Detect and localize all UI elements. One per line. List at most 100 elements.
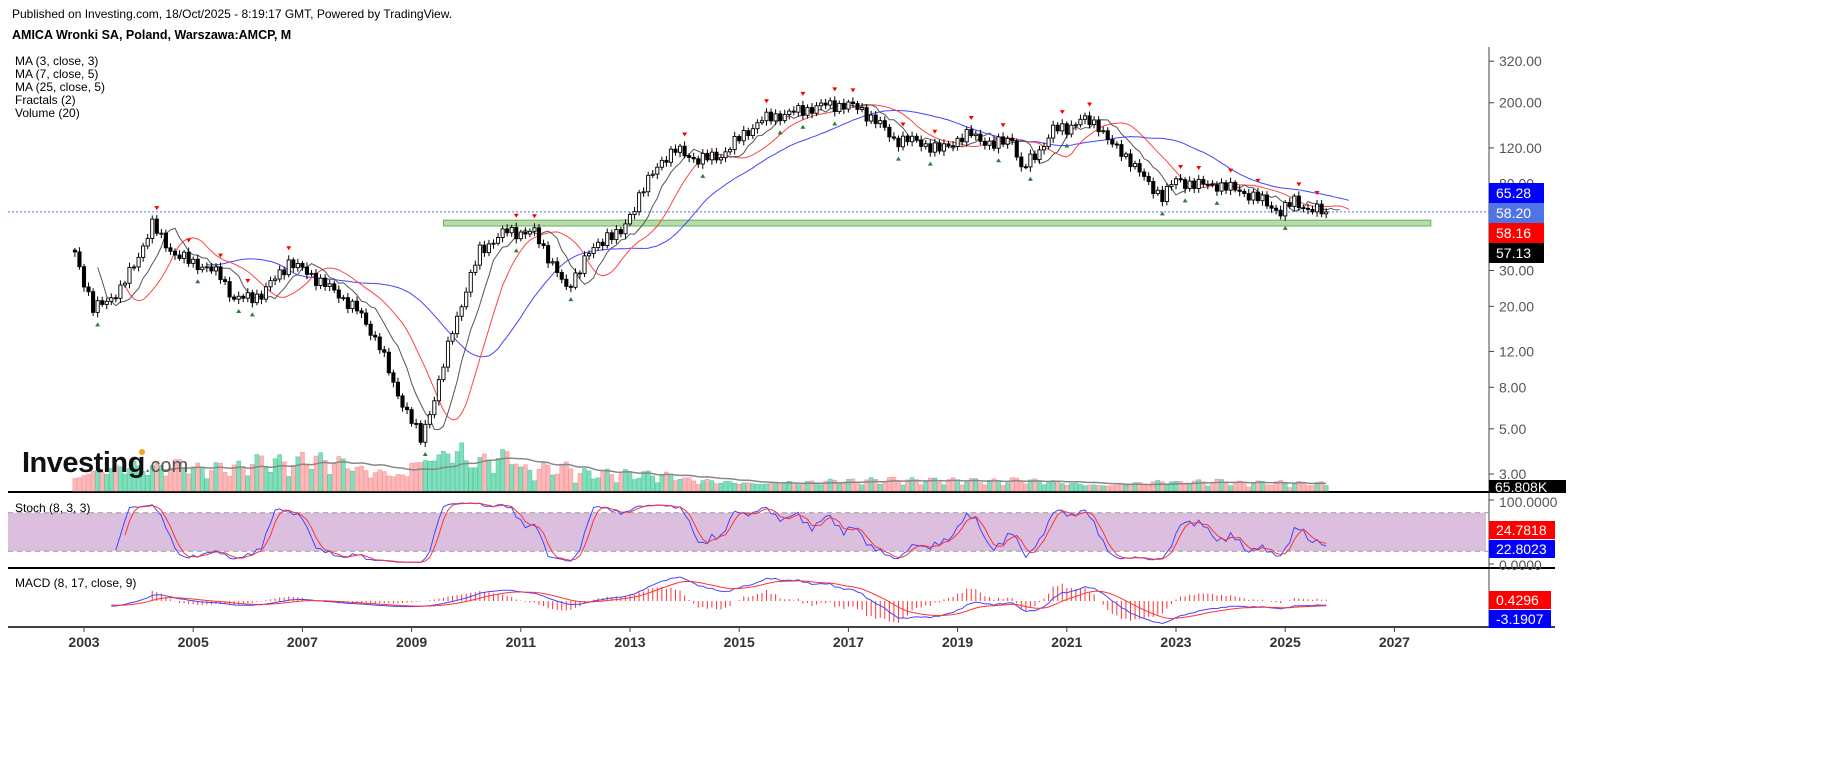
candle-body — [122, 282, 127, 286]
volume-bar — [272, 458, 278, 492]
fractal-up-icon — [1296, 182, 1302, 187]
volume-bar — [204, 478, 210, 492]
volume-bar — [691, 480, 697, 492]
price-tag-label: 58.16 — [1496, 225, 1531, 241]
volume-bar — [404, 476, 410, 492]
volume-bar — [982, 484, 988, 492]
volume-bar — [190, 466, 196, 492]
candle-body — [555, 261, 560, 273]
candle-body — [391, 372, 396, 383]
candle-body — [659, 159, 664, 168]
volume-bar — [418, 462, 424, 492]
volume-bar — [873, 478, 879, 492]
volume-bar — [309, 469, 314, 492]
volume-bar — [850, 478, 856, 492]
volume-bar — [1000, 485, 1006, 492]
volume-bar — [1087, 484, 1092, 492]
volume-bar — [1132, 482, 1138, 492]
volume-bar — [1082, 485, 1088, 492]
time-tick-label: 2023 — [1160, 634, 1191, 650]
candle-body — [514, 226, 519, 240]
candle-body — [750, 128, 755, 137]
volume-bar — [1114, 484, 1120, 492]
volume-bar — [213, 462, 219, 492]
volume-bar — [818, 484, 824, 492]
volume-bar — [1032, 478, 1038, 492]
volume-bar — [673, 480, 678, 492]
stoch-label: Stoch (8, 3, 3) — [15, 501, 91, 515]
candle-body — [846, 101, 851, 110]
macd-label: MACD (8, 17, close, 9) — [15, 576, 137, 590]
candle-body — [1142, 171, 1147, 177]
candle-body — [1096, 119, 1101, 133]
candle-body — [1037, 149, 1042, 160]
ma7-line — [124, 104, 1350, 421]
candle-body — [418, 423, 423, 443]
legend-ma7[interactable]: MA (7, close, 5) — [15, 67, 99, 81]
candle-body — [969, 129, 974, 137]
candle-body — [914, 135, 919, 141]
logo-dot — [139, 449, 145, 455]
candle-body — [91, 291, 96, 313]
candle-body — [204, 266, 209, 269]
volume-bar — [759, 484, 765, 492]
price-tag-label: 65.28 — [1496, 185, 1531, 201]
fractal-up-icon — [1314, 191, 1320, 196]
fractal-up-icon — [1196, 166, 1202, 171]
volume-bar — [259, 455, 264, 492]
volume-bar — [805, 481, 810, 492]
candle-body — [805, 107, 810, 116]
volume-bar — [168, 467, 173, 492]
volume-bar — [240, 466, 246, 492]
volume-bar — [1191, 480, 1197, 492]
time-tick-label: 2025 — [1270, 634, 1301, 650]
volume-bar — [864, 479, 869, 492]
volume-bar — [1255, 480, 1261, 492]
volume-bar — [1232, 481, 1238, 492]
candle-body — [891, 136, 896, 139]
candle-body — [591, 247, 596, 255]
candle-body — [755, 122, 760, 130]
candle-body — [118, 284, 123, 299]
candle-body — [632, 211, 637, 215]
fractal-up-icon — [764, 99, 769, 104]
volume-bar — [582, 468, 587, 492]
candle-body — [1101, 130, 1106, 133]
volume-bar — [918, 484, 924, 492]
volume-bar — [1123, 485, 1129, 492]
candle-body — [1060, 123, 1065, 132]
legend-volume[interactable]: Volume (20) — [15, 106, 80, 120]
volume-bar — [773, 483, 778, 492]
price-tag — [1489, 183, 1544, 203]
volume-bar — [841, 481, 847, 492]
logo-suffix: .com — [144, 455, 189, 477]
volume-bar — [436, 454, 442, 492]
candle-body — [509, 226, 514, 234]
volume-bar — [1282, 483, 1288, 492]
candle-body — [809, 107, 815, 114]
time-tick-label: 2009 — [396, 634, 427, 650]
volume-bar — [427, 461, 433, 492]
candle-body — [1237, 189, 1242, 192]
legend-ma3[interactable]: MA (3, close, 3) — [15, 54, 99, 68]
volume-bar — [654, 482, 660, 492]
stoch-value-tag — [1489, 521, 1555, 539]
volume-bar — [768, 483, 774, 492]
candle-body — [409, 409, 414, 424]
candle-body — [72, 249, 77, 253]
volume-tag-label: 65.808K — [1495, 479, 1548, 495]
fractal-up-icon — [800, 91, 806, 96]
fractal-up-icon — [968, 115, 974, 120]
volume-bar — [591, 478, 596, 492]
ma3-line — [97, 102, 1340, 431]
legend-ma25[interactable]: MA (25, close, 5) — [15, 80, 106, 94]
volume-bar — [909, 477, 915, 492]
volume-bar — [941, 484, 947, 492]
volume-bar — [1046, 482, 1051, 492]
volume-bar — [181, 468, 187, 492]
volume-bar — [573, 482, 578, 492]
volume-bar — [72, 478, 78, 492]
legend-fractals[interactable]: Fractals (2) — [15, 93, 76, 107]
candle-body — [1292, 195, 1297, 207]
